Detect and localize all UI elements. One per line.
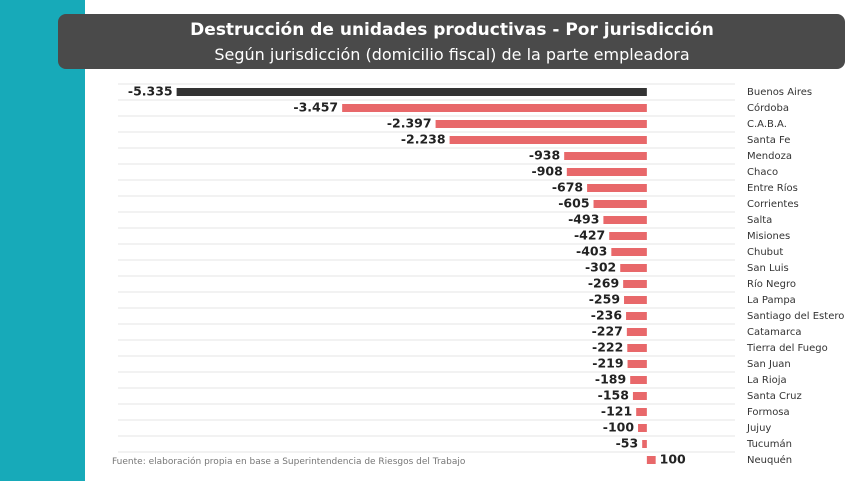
category-label: Río Negro xyxy=(747,278,796,290)
value-label: -403 xyxy=(576,244,607,259)
value-label: -100 xyxy=(603,420,635,435)
bar xyxy=(636,408,647,416)
category-label: Córdoba xyxy=(747,102,789,114)
chart-subtitle: Según jurisdicción (domicilio fiscal) de… xyxy=(214,45,689,64)
bar xyxy=(626,328,647,336)
bar xyxy=(566,168,647,176)
category-label: Salta xyxy=(747,215,772,226)
value-label: -302 xyxy=(585,260,616,275)
title-box xyxy=(58,14,845,69)
value-label: -219 xyxy=(592,356,623,371)
category-label: Santa Fe xyxy=(747,135,790,146)
value-label: -222 xyxy=(592,340,623,355)
value-label: -938 xyxy=(529,148,560,163)
bar xyxy=(603,216,647,224)
value-label: -121 xyxy=(601,404,632,419)
value-label: -2.238 xyxy=(401,132,446,147)
value-label: 100 xyxy=(660,452,686,467)
value-label: -605 xyxy=(558,196,589,211)
category-label: Formosa xyxy=(747,407,790,418)
source-note: Fuente: elaboración propia en base a Sup… xyxy=(112,456,466,467)
bar xyxy=(176,88,647,96)
bar xyxy=(627,360,647,368)
category-label: Mendoza xyxy=(747,151,792,162)
bar xyxy=(611,248,647,256)
category-label: Santa Cruz xyxy=(747,391,802,402)
bar xyxy=(609,232,647,240)
value-label: -493 xyxy=(568,212,599,227)
category-label: San Juan xyxy=(747,359,791,370)
value-label: -269 xyxy=(588,276,619,291)
bar xyxy=(342,104,647,112)
bar xyxy=(564,152,647,160)
category-label: Buenos Aires xyxy=(747,87,812,98)
value-label: -427 xyxy=(574,228,605,243)
bar xyxy=(630,376,647,384)
value-label: -158 xyxy=(598,388,629,403)
category-label: Corrientes xyxy=(747,199,799,210)
category-label: Neuquén xyxy=(747,454,792,466)
side-strip xyxy=(0,0,85,481)
bar xyxy=(627,344,647,352)
bar xyxy=(638,424,647,432)
category-label: Jujuy xyxy=(746,423,771,434)
bar xyxy=(646,456,656,464)
category-label: La Pampa xyxy=(747,295,796,306)
value-label: -678 xyxy=(552,180,583,195)
value-label: -3.457 xyxy=(293,100,338,115)
value-label: -2.397 xyxy=(387,116,432,131)
bar xyxy=(624,296,647,304)
value-label: -236 xyxy=(591,308,623,323)
category-label: Misiones xyxy=(747,231,790,242)
bar xyxy=(587,184,647,192)
category-label: Tierra del Fuego xyxy=(746,343,828,354)
category-label: Entre Ríos xyxy=(747,182,798,194)
bar xyxy=(623,280,647,288)
category-label: La Rioja xyxy=(747,375,787,386)
category-label: Tucumán xyxy=(746,438,792,450)
category-label: Catamarca xyxy=(747,327,802,338)
bar xyxy=(642,440,647,448)
chart-title: Destrucción de unidades productivas - Po… xyxy=(190,20,714,40)
value-label: -5.335 xyxy=(128,84,173,99)
value-label: -227 xyxy=(592,324,623,339)
bar xyxy=(435,120,647,128)
value-label: -259 xyxy=(589,292,620,307)
bar xyxy=(626,312,647,320)
category-label: Chaco xyxy=(747,167,778,178)
category-label: Santiago del Estero xyxy=(747,311,844,322)
bar xyxy=(593,200,647,208)
bar xyxy=(632,392,647,400)
value-label: -53 xyxy=(616,436,639,451)
value-label: -908 xyxy=(532,164,563,179)
category-label: C.A.B.A. xyxy=(747,119,787,130)
category-label: Chubut xyxy=(747,247,783,258)
value-label: -189 xyxy=(595,372,626,387)
bar xyxy=(449,136,647,144)
bar xyxy=(620,264,647,272)
category-label: San Luis xyxy=(747,263,789,274)
